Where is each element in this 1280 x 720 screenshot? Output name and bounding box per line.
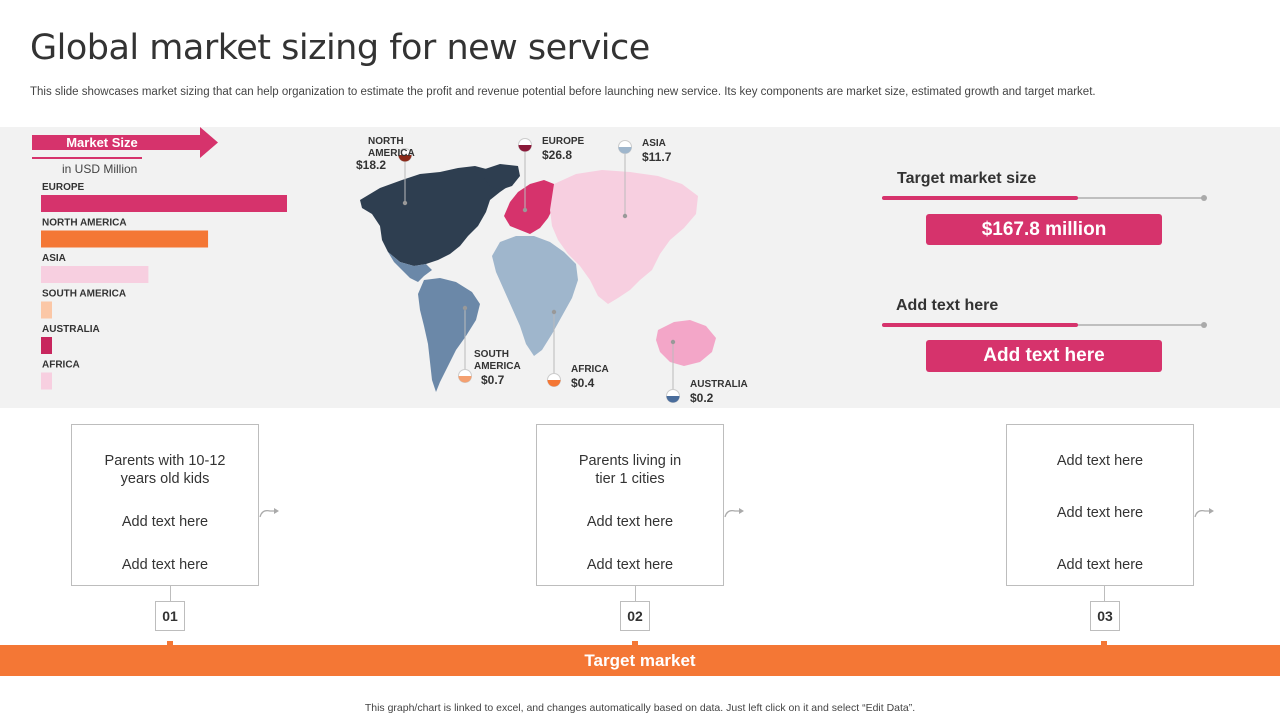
pin-dot [670,339,676,345]
card-line: Add text here [586,514,674,530]
timeline-dot [632,641,638,647]
pin-region-value: $0.7 [481,373,505,387]
target-card-2: Parents living in tier 1 cities Add text… [536,424,724,586]
card-line: Parents living in tier 1 cities [578,453,682,487]
target-market-size-value: $167.8 million [926,214,1162,245]
card-number: 02 [620,601,650,631]
pin-fill [547,380,561,387]
world-map: NORTH AMERICA$18.2 EUROPE$26.8 ASIA$11.7 SOU… [356,136,748,405]
pin-dot [551,309,557,315]
continent-north-america[interactable] [360,166,518,266]
bar[interactable] [41,195,287,212]
card-connector [170,586,171,601]
page-subtitle: This slide showcases market sizing that … [30,86,1096,98]
pin-fill [618,147,632,154]
target-panel-progress [882,196,1078,200]
market-size-label: Market Size [66,135,138,150]
card-number: 03 [1090,601,1120,631]
card-connector [635,586,636,601]
card-line: Add text here [1056,557,1144,573]
page-title: Global market sizing for new service [30,28,650,68]
card-line: Add text here [586,557,674,573]
timeline-dot [1101,641,1107,647]
continent-central-america [388,252,432,282]
continent-asia[interactable] [550,170,698,304]
target-market-bar [0,645,1280,676]
pin-fill [458,376,472,383]
pin-dot [622,213,628,219]
target-card-1: Parents with 10-12 years old kids Add te… [71,424,259,586]
card-line: Add text here [121,557,209,573]
market-size-arrow-icon [32,127,218,158]
pin-region-value: $11.7 [642,150,672,164]
market-size-underline [32,157,142,159]
pin-region-name: NORTH AMERICA [368,136,415,159]
target-market-label: Target market [584,651,696,670]
bar-label: EUROPE [42,182,85,193]
bar-label: SOUTH AMERICA [42,289,126,300]
pin-region-name: SOUTH AMERICA [474,349,521,372]
pin-dot [462,305,468,311]
pin-region-value: $0.4 [571,376,595,390]
bar-label: ASIA [42,253,66,264]
pin-region-value: $0.2 [690,391,714,405]
bar-label: AFRICA [42,360,80,371]
target-panel-value: Add text here [926,340,1162,372]
card-line: Parents with 10-12 years old kids [104,453,226,487]
pin-region-value: $26.8 [542,148,572,162]
continent-europe[interactable] [504,180,558,234]
card-line: Add text here [1056,505,1144,521]
target-panel-heading: Add text here [896,297,999,314]
card-line: Add text here [121,514,209,530]
bar[interactable] [41,372,52,390]
pin-fill [518,145,532,152]
target-panel-track-end [1201,195,1207,201]
curved-arrow-icon [724,508,744,518]
target-card-3: Add text here Add text here Add text her… [1006,424,1194,586]
pin-fill [398,155,412,162]
pin-region-name: EUROPE [542,136,585,147]
continent-greenland [482,164,520,190]
curved-arrow-icon [1194,508,1214,518]
pin-region-name: ASIA [642,138,666,149]
pin-region-name: AFRICA [571,364,609,375]
bar[interactable] [41,337,52,354]
pin-region-value: $18.2 [356,158,386,172]
pin-region-name: AUSTRALIA [690,379,748,390]
card-number: 01 [155,601,185,631]
bar[interactable] [41,230,209,248]
continent-africa[interactable] [492,236,578,356]
bar[interactable] [41,266,149,283]
market-size-unit: in USD Million [62,162,138,176]
bar[interactable] [41,301,52,319]
continent-australia[interactable] [656,320,716,366]
curved-arrow-icon [259,508,279,518]
market-size-bar-chart[interactable]: EUROPE NORTH AMERICA ASIA SOUTH AMERICA AUST… [30,176,330,396]
pin-fill [666,396,680,403]
target-panel-progress [882,323,1078,327]
target-panel-heading: Target market size [897,170,1037,187]
bar-label: NORTH AMERICA [42,218,127,229]
footnote: This graph/chart is linked to excel, and… [364,702,916,714]
pin-dot [402,200,408,206]
target-panel-track-end [1201,322,1207,328]
bar-label: AUSTRALIA [42,324,100,335]
card-connector [1104,586,1105,601]
map-continents [360,164,716,392]
timeline-dot [167,641,173,647]
card-line: Add text here [1056,453,1144,469]
pin-dot [522,207,528,213]
map-pins: NORTH AMERICA$18.2 EUROPE$26.8 ASIA$11.7 SOU… [356,136,748,405]
